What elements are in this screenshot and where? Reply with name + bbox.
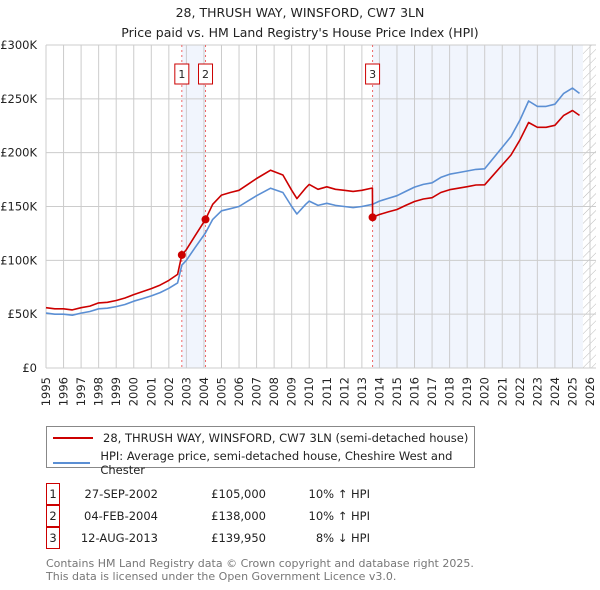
x-tick-label: 2000	[127, 377, 141, 406]
x-tick-label: 2015	[390, 377, 404, 406]
legend-swatch-red	[53, 437, 93, 439]
y-tick-label: £100K	[0, 253, 37, 267]
x-tick-label: 2010	[302, 377, 316, 406]
y-tick-label: £300K	[0, 38, 37, 52]
x-tick-label: 2019	[460, 377, 474, 406]
x-tick-label: 1995	[39, 377, 53, 406]
x-tick-label: 2024	[548, 377, 562, 406]
sale-label: 3	[369, 68, 376, 81]
x-tick-label: 2004	[197, 377, 211, 406]
x-tick-label: 2001	[144, 377, 158, 406]
footer-line: This data is licensed under the Open Gov…	[46, 570, 397, 583]
sale-point	[201, 215, 210, 224]
x-tick-label: 2025	[565, 377, 579, 406]
sale-hpi-diff: 10% ↑ HPI	[308, 487, 370, 501]
sale-row: 1 27-SEP-2002 £105,000 10% ↑ HPI	[46, 483, 446, 505]
x-tick-label: 2021	[495, 377, 509, 406]
x-tick-label: 1999	[109, 377, 123, 406]
x-tick-label: 2014	[372, 377, 386, 406]
property-price-line	[45, 109, 580, 311]
sale-date: 12-AUG-2013	[80, 531, 158, 545]
sale-label: 2	[202, 68, 209, 81]
x-tick-label: 2005	[214, 377, 228, 406]
x-tick-label: 2023	[530, 377, 544, 406]
x-tick-label: 2007	[250, 377, 264, 406]
x-tick-label: 1998	[92, 377, 106, 406]
sale-point	[368, 213, 377, 222]
footer-line: Contains HM Land Registry data © Crown c…	[46, 557, 474, 570]
sale-row: 2 04-FEB-2004 £138,000 10% ↑ HPI	[46, 505, 446, 527]
x-tick-label: 2017	[425, 377, 439, 406]
y-tick-label: £0	[22, 361, 37, 375]
legend-swatch-blue	[53, 462, 91, 464]
sale-number-badge: 2	[46, 505, 60, 527]
x-tick-label: 1996	[57, 377, 71, 406]
chart-subtitle: Price paid vs. HM Land Registry's House …	[121, 25, 478, 40]
sale-label-box	[174, 63, 190, 85]
sale-price: £138,000	[211, 509, 266, 523]
x-tick-label: 2009	[285, 377, 299, 406]
legend-item-property: 28, THRUSH WAY, WINSFORD, CW7 3LN (semi-…	[53, 431, 468, 445]
x-tick-label: 2022	[513, 377, 527, 406]
legend-label: HPI: Average price, semi-detached house,…	[100, 449, 453, 477]
attribution-footer: Contains HM Land Registry data © Crown c…	[46, 557, 474, 583]
x-tick-label: 2016	[408, 377, 422, 406]
sale-label-box	[198, 63, 214, 85]
sale-date: 27-SEP-2002	[84, 487, 158, 501]
sale-row: 3 12-AUG-2013 £139,950 8% ↓ HPI	[46, 527, 446, 549]
sale-hpi-diff: 8% ↓ HPI	[315, 531, 370, 545]
sale-number-badge: 1	[46, 483, 60, 505]
y-tick-label: £50K	[8, 307, 38, 321]
price-chart: 28, THRUSH WAY, WINSFORD, CW7 3LN Price …	[0, 5, 597, 406]
x-tick-label: 2026	[583, 377, 597, 406]
x-tick-label: 2013	[355, 377, 369, 406]
x-tick-label: 2008	[267, 377, 281, 406]
hpi-line	[45, 87, 580, 316]
x-tick-label: 2020	[478, 377, 492, 406]
x-tick-label: 2018	[443, 377, 457, 406]
x-tick-label: 2003	[179, 377, 193, 406]
sale-hpi-diff: 10% ↑ HPI	[308, 509, 370, 523]
chart-legend: 28, THRUSH WAY, WINSFORD, CW7 3LN (semi-…	[46, 426, 475, 477]
x-tick-label: 2012	[337, 377, 351, 406]
sale-date: 04-FEB-2004	[84, 509, 158, 523]
x-tick-label: 2011	[320, 377, 334, 406]
sale-point	[177, 250, 186, 259]
sale-price: £139,950	[211, 531, 266, 545]
x-tick-label: 2002	[162, 377, 176, 406]
sale-number-badge: 3	[46, 527, 60, 549]
sale-label: 1	[178, 68, 185, 81]
sale-label-box	[365, 63, 381, 85]
y-tick-label: £150K	[0, 200, 37, 214]
x-tick-label: 2006	[232, 377, 246, 406]
y-tick-label: £200K	[0, 146, 37, 160]
x-tick-label: 1997	[74, 377, 88, 406]
chart-title: 28, THRUSH WAY, WINSFORD, CW7 3LN	[176, 5, 425, 20]
sale-price: £105,000	[211, 487, 266, 501]
legend-item-hpi: HPI: Average price, semi-detached house,…	[53, 449, 474, 477]
y-tick-label: £250K	[0, 92, 37, 106]
legend-label: 28, THRUSH WAY, WINSFORD, CW7 3LN (semi-…	[103, 431, 469, 445]
